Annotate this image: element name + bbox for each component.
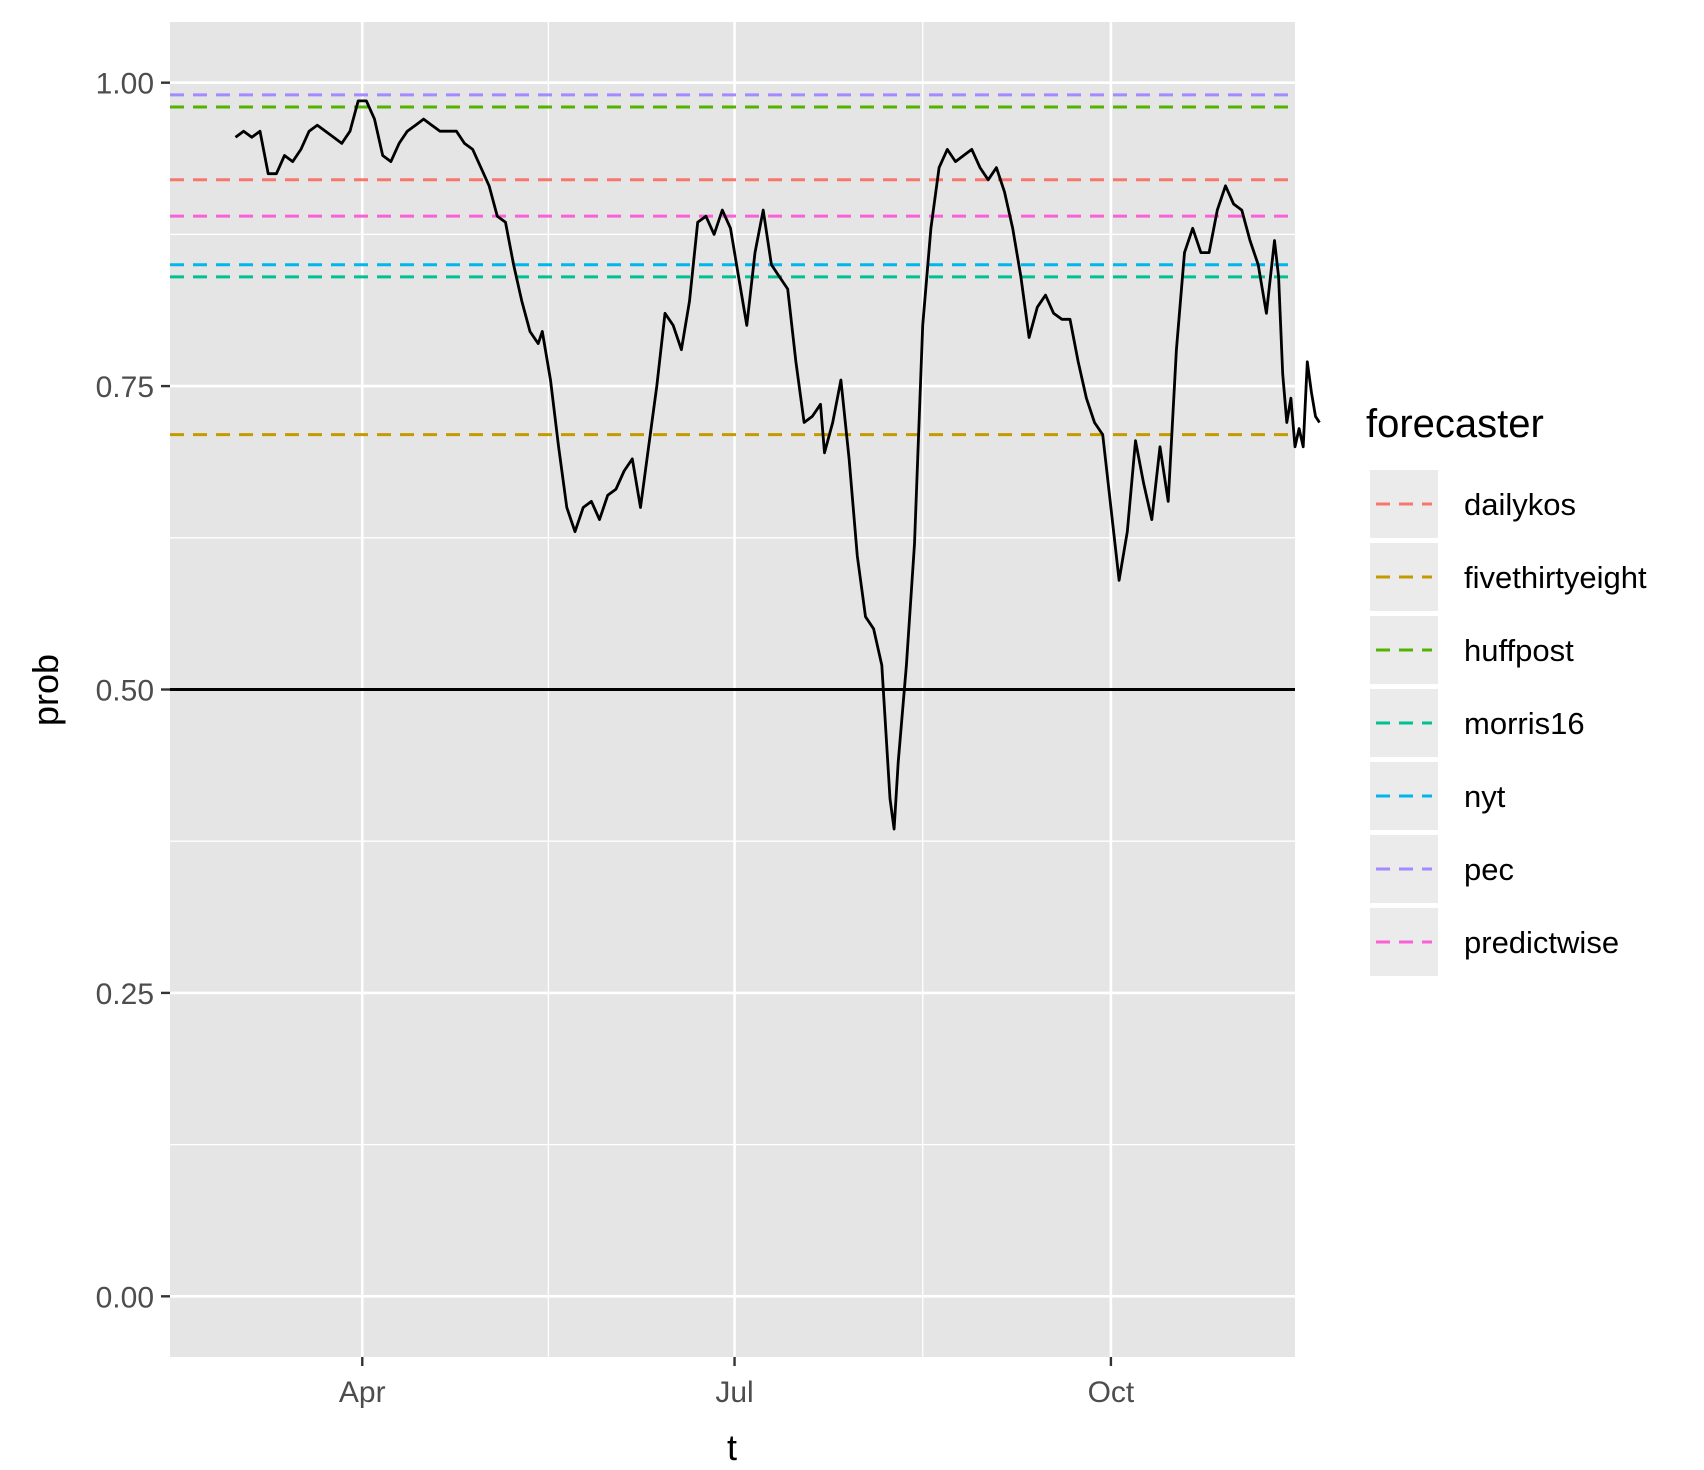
legend-label-huffpost: huffpost [1464,633,1574,668]
y-tick-label: 1.00 [96,68,154,101]
axes: 0.00 0.25 0.50 0.75 1.00 Apr Jul Oct [96,68,1135,1409]
legend-label-fivethirtyeight: fivethirtyeight [1464,560,1647,595]
y-tick-label: 0.25 [96,978,154,1011]
legend-label-predictwise: predictwise [1464,925,1619,960]
x-axis-title: t [727,1427,737,1468]
legend-label-morris16: morris16 [1464,706,1585,741]
y-tick-label: 0.75 [96,371,154,404]
x-tick-label: Oct [1088,1376,1135,1409]
y-tick-label: 0.50 [96,675,154,708]
forecaster-lines [170,93,1295,437]
legend-label-pec: pec [1464,852,1514,887]
legend: forecaster dailykos fivethirtyeight huffpo… [1366,402,1647,976]
y-axis-title: prob [25,654,66,726]
legend-label-dailykos: dailykos [1464,487,1576,522]
y-tick-label: 0.00 [96,1281,154,1314]
series-line [234,99,1321,831]
x-tick-label: Apr [339,1376,386,1409]
legend-title: forecaster [1366,402,1544,446]
legend-label-nyt: nyt [1464,779,1506,814]
x-tick-label: Jul [715,1376,753,1409]
